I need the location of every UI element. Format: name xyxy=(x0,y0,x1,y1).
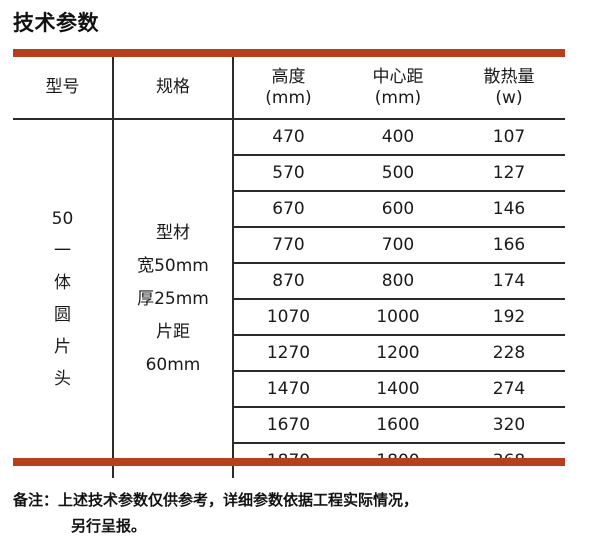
header-label-heat-output: 散热量 xyxy=(483,66,535,87)
top-accent-rule xyxy=(13,49,565,57)
table-row: 570 500 127 xyxy=(13,155,565,192)
cell-center-distance: 1000 xyxy=(343,299,453,336)
footer-note-line-2: 另行呈报。 xyxy=(71,517,147,535)
cell-height: 570 xyxy=(233,155,343,192)
cell-center-distance: 800 xyxy=(343,263,453,300)
table-row: 770 700 166 xyxy=(13,227,565,264)
table-row: 670 600 146 xyxy=(13,191,565,228)
page-title: 技术参数 xyxy=(13,11,99,35)
spec-line: 60mm xyxy=(145,354,201,375)
cell-height: 1270 xyxy=(233,335,343,372)
technical-parameters-table: 型号 规格 高度 (mm) 中心距 (mm) 散热量 (w) xyxy=(13,57,565,478)
cell-center-distance: 1600 xyxy=(343,407,453,444)
header-cell-heat-output: 散热量 (w) xyxy=(453,57,565,120)
header-cell-center-distance: 中心距 (mm) xyxy=(343,57,453,120)
cell-center-distance: 1400 xyxy=(343,371,453,408)
header-unit-center-distance: (mm) xyxy=(374,87,422,108)
cell-center-distance: 400 xyxy=(343,119,453,156)
header-label-height: 高度 xyxy=(271,66,306,87)
cell-height: 670 xyxy=(233,191,343,228)
spec-table-wrapper: 型号 规格 高度 (mm) 中心距 (mm) 散热量 (w) xyxy=(13,57,565,478)
cell-heat-output: 107 xyxy=(453,119,565,156)
table-row: 1470 1400 274 xyxy=(13,371,565,408)
header-cell-spec: 规格 xyxy=(113,57,234,120)
spec-line: 厚25mm xyxy=(137,288,209,309)
model-line: 头 xyxy=(54,369,71,389)
cell-height: 1070 xyxy=(233,299,343,336)
table-row: 1670 1600 320 xyxy=(13,407,565,444)
cell-height: 770 xyxy=(233,227,343,264)
header-unit-heat-output: (w) xyxy=(495,87,523,108)
header-cell-model: 型号 xyxy=(13,57,114,120)
cell-heat-output: 127 xyxy=(453,155,565,192)
header-row: 型号 规格 高度 (mm) 中心距 (mm) 散热量 (w) xyxy=(13,57,565,120)
model-line: 圆 xyxy=(54,305,71,325)
table-row: 1270 1200 228 xyxy=(13,335,565,372)
header-cell-height: 高度 (mm) xyxy=(233,57,343,120)
model-line: 一 xyxy=(54,241,71,261)
table-header: 型号 规格 高度 (mm) 中心距 (mm) 散热量 (w) xyxy=(13,57,565,120)
table-row: 870 800 174 xyxy=(13,263,565,300)
footer-note: 备注：上述技术参数仅供参考，详细参数依据工程实际情况， 另行呈报。 xyxy=(13,487,591,539)
cell-center-distance: 600 xyxy=(343,191,453,228)
cell-heat-output: 192 xyxy=(453,299,565,336)
cell-height: 1470 xyxy=(233,371,343,408)
model-line: 50 xyxy=(51,209,74,229)
model-cell: 50 一 体 圆 片 头 xyxy=(13,119,114,478)
footer-note-line-1: 备注：上述技术参数仅供参考，详细参数依据工程实际情况， xyxy=(13,491,419,509)
spec-cell: 型材 宽50mm 厚25mm 片距 60mm xyxy=(113,119,234,478)
table-row: 50 一 体 圆 片 头 型材 宽50mm 厚25mm 片距 60mm xyxy=(13,119,565,478)
model-vertical-text: 50 一 体 圆 片 头 xyxy=(13,203,112,395)
cell-heat-output: 320 xyxy=(453,407,565,444)
cell-height: 470 xyxy=(233,119,343,156)
cell-heat-output: 274 xyxy=(453,371,565,408)
model-line: 片 xyxy=(54,337,71,357)
spec-line: 宽50mm xyxy=(137,255,209,276)
spec-text-block: 型材 宽50mm 厚25mm 片距 60mm xyxy=(114,217,232,382)
header-unit-height: (mm) xyxy=(265,87,312,108)
cell-heat-output: 166 xyxy=(453,227,565,264)
cell-center-distance: 500 xyxy=(343,155,453,192)
cell-heat-output: 174 xyxy=(453,263,565,300)
spec-line: 片距 xyxy=(156,321,190,342)
table-row: 1070 1000 192 xyxy=(13,299,565,336)
header-label-spec: 规格 xyxy=(156,77,190,97)
cell-height: 1670 xyxy=(233,407,343,444)
header-label-center-distance: 中心距 xyxy=(372,66,424,87)
cell-heat-output: 146 xyxy=(453,191,565,228)
cell-height: 870 xyxy=(233,263,343,300)
cell-center-distance: 1200 xyxy=(343,335,453,372)
cell-center-distance: 700 xyxy=(343,227,453,264)
model-line: 体 xyxy=(54,273,71,293)
header-label-model: 型号 xyxy=(45,77,80,97)
cell-heat-output: 228 xyxy=(453,335,565,372)
table-body: 50 一 体 圆 片 头 型材 宽50mm 厚25mm 片距 60mm xyxy=(13,119,565,478)
bottom-accent-rule xyxy=(13,458,565,466)
spec-line: 型材 xyxy=(156,222,190,243)
